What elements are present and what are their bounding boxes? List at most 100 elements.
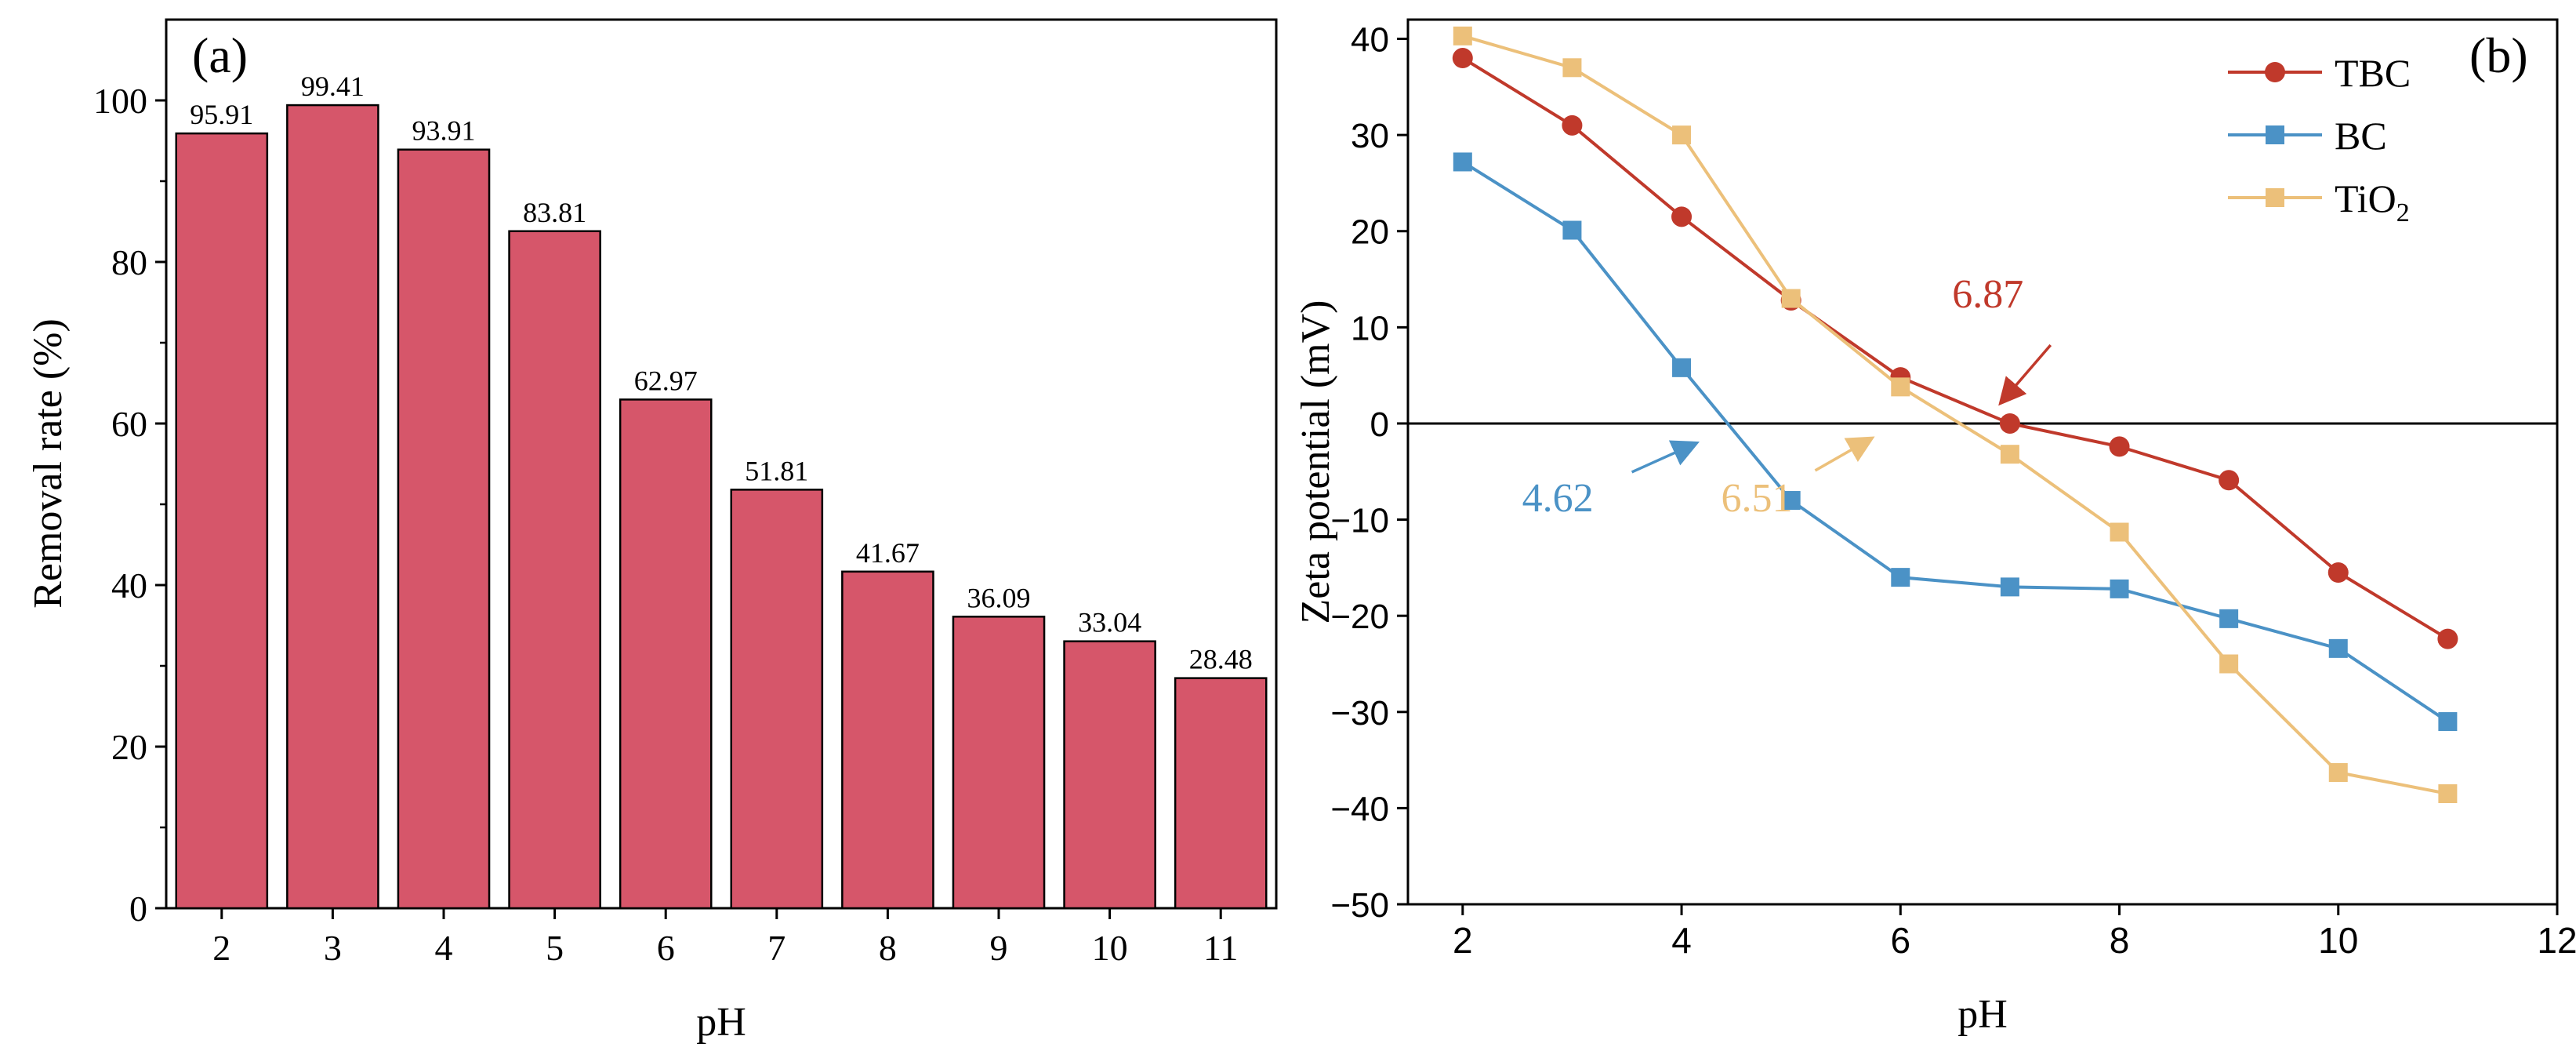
- x-tick-label: 6: [657, 928, 675, 968]
- bar-9: [952, 616, 1046, 910]
- bar-value-label: 36.09: [967, 582, 1031, 613]
- annotation-arrow: [1631, 440, 1700, 474]
- data-point-bc: [1562, 220, 1582, 240]
- x-tick-label: 7: [767, 928, 785, 968]
- data-point-bc: [2219, 609, 2239, 628]
- data-point-tbc: [2109, 436, 2130, 457]
- data-point-tbc: [1452, 48, 1473, 69]
- y-tick-label: 40: [111, 565, 147, 605]
- data-point-tbc: [2437, 628, 2458, 649]
- data-point-tbc: [2219, 470, 2240, 491]
- data-point-tio2: [1672, 125, 1692, 145]
- bar-value-label: 41.67: [856, 537, 920, 569]
- bar-11: [1174, 677, 1268, 910]
- series-line-tbc: [1461, 56, 2449, 641]
- y-tick-label: −10: [1330, 502, 1389, 540]
- data-point-tbc: [1671, 206, 1693, 227]
- data-point-tio2: [1562, 58, 1582, 78]
- data-point-bc: [1672, 358, 1692, 377]
- x-tick-label: 8: [879, 928, 897, 968]
- x-tick-label: 2: [1453, 920, 1473, 961]
- x-tick-label: 5: [546, 928, 564, 968]
- bar-4: [397, 148, 491, 910]
- x-tick-label: 12: [2537, 920, 2576, 961]
- y-tick-label: −20: [1330, 598, 1389, 636]
- bar-value-label: 51.81: [745, 455, 808, 486]
- panel-b-plot-frame: [1406, 18, 2559, 906]
- series-line-bc: [1461, 160, 2449, 723]
- legend-marker-tbc: [2265, 62, 2285, 82]
- y-tick-label: 20: [111, 727, 147, 767]
- series-tio2: [1453, 26, 2458, 803]
- bar-value-label: 62.97: [634, 365, 698, 396]
- y-tick-label: 40: [1351, 21, 1389, 60]
- annotation-label: 6.87: [1952, 272, 2023, 317]
- bar-value-label: 99.41: [301, 71, 365, 102]
- x-tick-label: 9: [990, 928, 1008, 968]
- y-tick-label: −50: [1330, 886, 1389, 925]
- data-point-tbc: [1999, 413, 2020, 434]
- bar-6: [619, 398, 713, 910]
- x-tick-label: 2: [212, 928, 230, 968]
- bar-value-label: 33.04: [1078, 607, 1141, 638]
- panel-a-label: (a): [192, 27, 248, 83]
- panel-b-label: (b): [2469, 27, 2528, 83]
- series-tbc: [1452, 48, 2458, 649]
- annotation-label: 4.62: [1522, 476, 1594, 521]
- x-tick-label: 3: [324, 928, 342, 968]
- legend-marker-bc: [2266, 125, 2284, 144]
- bar-5: [508, 230, 601, 910]
- data-point-tbc: [2327, 562, 2349, 583]
- series-bc: [1453, 152, 2458, 732]
- legend-label: TBC: [2335, 51, 2411, 95]
- data-point-bc: [1891, 568, 1910, 587]
- y-tick-label: 0: [1370, 405, 1389, 444]
- x-tick-label: 11: [1203, 928, 1238, 968]
- legend-label: BC: [2335, 114, 2387, 158]
- panel-a-plot-frame: [165, 18, 1278, 910]
- legend-label: TiO2: [2335, 176, 2410, 227]
- data-point-tio2: [2110, 522, 2129, 542]
- y-tick-label: 10: [1351, 309, 1389, 347]
- data-point-tio2: [2328, 763, 2348, 783]
- x-tick-label: 6: [1890, 920, 1910, 961]
- x-tick-label: 4: [1671, 920, 1692, 961]
- x-tick-label: 10: [1092, 928, 1128, 968]
- y-tick-label: 0: [129, 889, 147, 929]
- data-point-tio2: [1453, 26, 1472, 45]
- panel-a-bar-chart: 95.91 99.41 93.91 83.81 62.97 51.81 41.67 36.09…: [26, 18, 1278, 1045]
- data-point-bc: [1453, 152, 1472, 172]
- data-point-tio2: [1781, 289, 1801, 308]
- data-point-bc: [2110, 579, 2129, 598]
- data-point-tio2: [2000, 445, 2019, 464]
- x-tick-label: 4: [435, 928, 453, 968]
- data-point-tbc: [1562, 115, 1583, 136]
- y-tick-label: −30: [1330, 694, 1389, 733]
- annotation-arrow: [1998, 344, 2052, 406]
- data-point-tio2: [2438, 784, 2458, 803]
- annotation-label: 6.51: [1721, 476, 1792, 521]
- bar-value-label: 95.91: [190, 99, 253, 130]
- data-point-tio2: [2219, 654, 2239, 674]
- panel-a-y-axis-label: Removal rate (%): [26, 318, 71, 609]
- bar-2: [175, 132, 269, 910]
- x-tick-label: 8: [2110, 920, 2130, 961]
- panel-b-y-axis-label: Zeta potential (mV): [1293, 300, 1338, 624]
- bar-3: [286, 104, 379, 910]
- y-tick-label: 80: [111, 242, 147, 282]
- data-point-tio2: [1891, 377, 1910, 397]
- legend-marker-tio2: [2266, 188, 2284, 207]
- data-point-bc: [2438, 712, 2458, 732]
- data-point-bc: [2000, 577, 2019, 597]
- y-tick-label: −40: [1330, 790, 1389, 828]
- y-tick-label: 20: [1351, 213, 1389, 252]
- annotation-arrow: [1814, 436, 1875, 472]
- y-tick-label: 60: [111, 404, 147, 444]
- bar-8: [841, 570, 934, 910]
- series-line-tio2: [1462, 34, 2448, 795]
- data-point-bc: [2328, 638, 2348, 658]
- panel-b-x-axis-label: pH: [1957, 992, 2008, 1037]
- y-tick-label: 30: [1351, 117, 1389, 155]
- bar-value-label: 83.81: [523, 197, 586, 228]
